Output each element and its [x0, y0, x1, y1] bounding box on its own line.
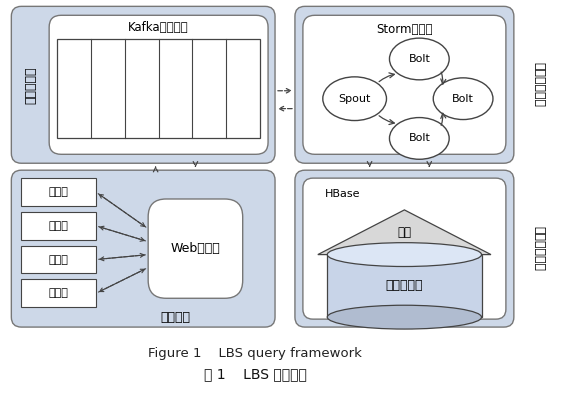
Text: 中间件模块: 中间件模块 [25, 66, 38, 104]
Bar [327, 255, 481, 317]
Text: 移动大数据: 移动大数据 [386, 279, 423, 292]
Text: Bolt: Bolt [408, 134, 431, 143]
FancyBboxPatch shape [303, 178, 506, 319]
FancyBboxPatch shape [148, 199, 243, 298]
Bar [21, 178, 96, 206]
Text: Figure 1    LBS query framework: Figure 1 LBS query framework [148, 348, 362, 361]
FancyBboxPatch shape [295, 170, 514, 327]
FancyBboxPatch shape [11, 170, 275, 327]
Text: 客户端: 客户端 [49, 187, 68, 197]
Bar [21, 245, 96, 273]
Text: Bolt: Bolt [408, 54, 431, 64]
Text: HBase: HBase [325, 189, 360, 199]
Bar [57, 39, 260, 138]
Text: 索引存储模块: 索引存储模块 [532, 226, 545, 271]
FancyBboxPatch shape [11, 6, 275, 163]
Text: 客户端: 客户端 [49, 288, 68, 298]
Text: 索引: 索引 [397, 226, 411, 239]
Ellipse shape [323, 77, 386, 121]
FancyBboxPatch shape [295, 6, 514, 163]
Polygon shape [318, 210, 491, 255]
Text: 查询处理模块: 查询处理模块 [532, 62, 545, 107]
Text: 应用模块: 应用模块 [160, 310, 190, 323]
Text: Storm流处理: Storm流处理 [376, 23, 433, 36]
Bar [21, 212, 96, 240]
Ellipse shape [433, 78, 493, 119]
Text: 图 1    LBS 查询框架: 图 1 LBS 查询框架 [204, 367, 307, 381]
FancyBboxPatch shape [49, 15, 268, 154]
Text: 客户端: 客户端 [49, 255, 68, 264]
Ellipse shape [327, 305, 481, 329]
Text: Web服务器: Web服务器 [171, 242, 220, 255]
Ellipse shape [327, 243, 481, 266]
Bar [21, 279, 96, 307]
Ellipse shape [389, 38, 449, 80]
Text: Spout: Spout [338, 94, 371, 104]
Text: 客户端: 客户端 [49, 221, 68, 231]
Ellipse shape [389, 117, 449, 159]
FancyBboxPatch shape [303, 15, 506, 154]
Text: Kafka消息队列: Kafka消息队列 [128, 21, 189, 34]
Text: Bolt: Bolt [452, 94, 474, 104]
